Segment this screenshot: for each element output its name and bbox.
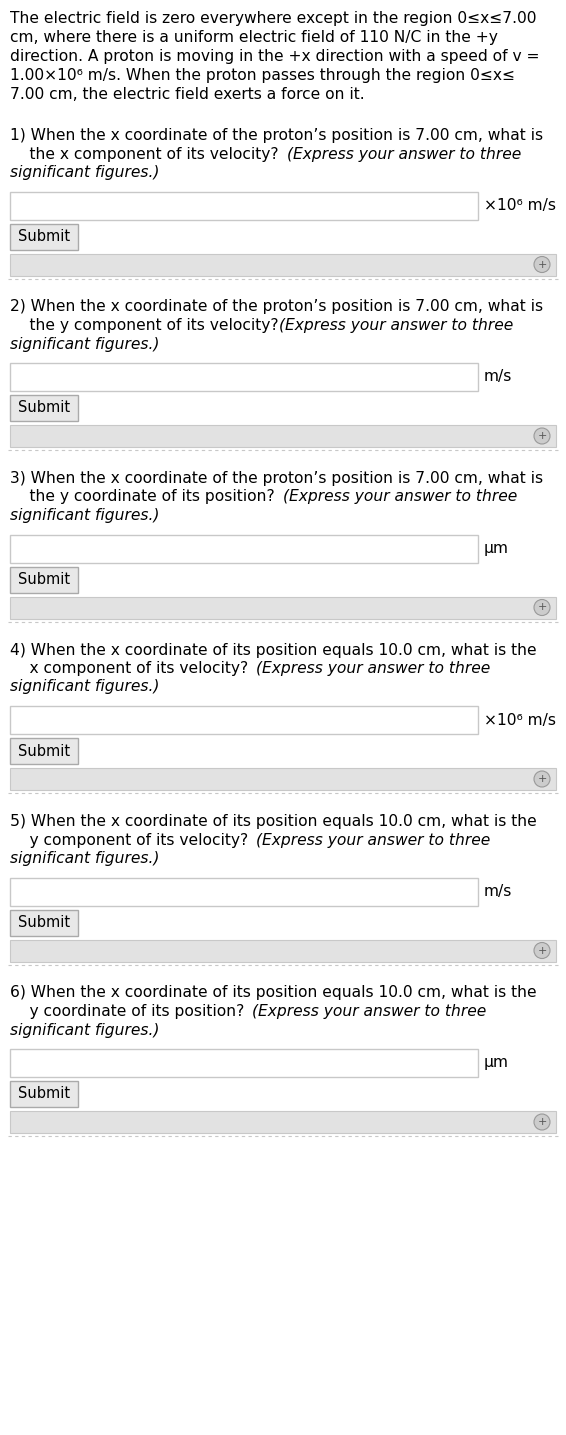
Text: significant figures.): significant figures.) xyxy=(10,851,160,865)
Text: 3) When the x coordinate of the proton’s position is 7.00 cm, what is: 3) When the x coordinate of the proton’s… xyxy=(10,471,543,486)
Text: +: + xyxy=(537,430,547,441)
FancyBboxPatch shape xyxy=(10,1049,478,1078)
Circle shape xyxy=(534,1114,550,1129)
Circle shape xyxy=(534,943,550,959)
Text: significant figures.): significant figures.) xyxy=(10,1023,160,1038)
Circle shape xyxy=(534,600,550,616)
Text: significant figures.): significant figures.) xyxy=(10,680,160,695)
FancyBboxPatch shape xyxy=(10,940,556,961)
FancyBboxPatch shape xyxy=(10,768,556,791)
FancyBboxPatch shape xyxy=(10,395,78,420)
Text: (Express your answer to three: (Express your answer to three xyxy=(286,146,521,162)
FancyBboxPatch shape xyxy=(10,224,78,250)
FancyBboxPatch shape xyxy=(10,1081,78,1106)
Text: +: + xyxy=(537,946,547,956)
Text: 6) When the x coordinate of its position equals 10.0 cm, what is the: 6) When the x coordinate of its position… xyxy=(10,986,537,1000)
Text: m/s: m/s xyxy=(484,884,512,898)
Text: (Express your answer to three: (Express your answer to three xyxy=(283,489,517,505)
Text: 7.00 cm, the electric field exerts a force on it.: 7.00 cm, the electric field exerts a for… xyxy=(10,88,365,102)
Text: 2) When the x coordinate of the proton’s position is 7.00 cm, what is: 2) When the x coordinate of the proton’s… xyxy=(10,300,543,314)
Text: ×10⁶ m/s: ×10⁶ m/s xyxy=(484,198,556,212)
Text: (Express your answer to three: (Express your answer to three xyxy=(256,832,491,848)
Text: significant figures.): significant figures.) xyxy=(10,336,160,352)
Circle shape xyxy=(534,771,550,786)
Text: +: + xyxy=(537,773,547,784)
Text: the y component of its velocity?: the y component of its velocity? xyxy=(10,319,278,333)
Text: +: + xyxy=(537,1116,547,1126)
Text: 4) When the x coordinate of its position equals 10.0 cm, what is the: 4) When the x coordinate of its position… xyxy=(10,643,537,657)
FancyBboxPatch shape xyxy=(10,738,78,763)
Text: (Express your answer to three: (Express your answer to three xyxy=(252,1004,487,1019)
FancyBboxPatch shape xyxy=(10,425,556,446)
Text: Submit: Submit xyxy=(18,573,70,587)
Text: the x component of its velocity?: the x component of its velocity? xyxy=(10,146,286,162)
Text: Submit: Submit xyxy=(18,1086,70,1102)
FancyBboxPatch shape xyxy=(10,567,78,593)
Text: Submit: Submit xyxy=(18,400,70,416)
Text: +: + xyxy=(537,603,547,613)
Text: direction. A proton is moving in the +x direction with a speed of v =: direction. A proton is moving in the +x … xyxy=(10,49,539,65)
Text: Submit: Submit xyxy=(18,916,70,930)
Text: μm: μm xyxy=(484,541,509,555)
Text: Submit: Submit xyxy=(18,743,70,759)
Text: significant figures.): significant figures.) xyxy=(10,165,160,179)
FancyBboxPatch shape xyxy=(10,254,556,276)
FancyBboxPatch shape xyxy=(10,1111,556,1134)
Text: m/s: m/s xyxy=(484,369,512,385)
FancyBboxPatch shape xyxy=(10,877,478,905)
Text: 5) When the x coordinate of its position equals 10.0 cm, what is the: 5) When the x coordinate of its position… xyxy=(10,814,537,829)
FancyBboxPatch shape xyxy=(10,706,478,733)
Text: (Express your answer to three: (Express your answer to three xyxy=(256,662,491,676)
Text: The electric field is zero everywhere except in the region 0≤x≤7.00: The electric field is zero everywhere ex… xyxy=(10,11,537,26)
Circle shape xyxy=(534,257,550,273)
FancyBboxPatch shape xyxy=(10,363,478,390)
Text: y coordinate of its position?: y coordinate of its position? xyxy=(10,1004,252,1019)
Text: the y coordinate of its position?: the y coordinate of its position? xyxy=(10,489,283,505)
Text: 1.00×10⁶ m/s. When the proton passes through the region 0≤x≤: 1.00×10⁶ m/s. When the proton passes thr… xyxy=(10,67,515,83)
Text: Submit: Submit xyxy=(18,230,70,244)
FancyBboxPatch shape xyxy=(10,191,478,220)
FancyBboxPatch shape xyxy=(10,597,556,618)
Text: significant figures.): significant figures.) xyxy=(10,508,160,522)
Text: (Express your answer to three: (Express your answer to three xyxy=(278,319,513,333)
Text: +: + xyxy=(537,260,547,270)
Text: cm, where there is a uniform electric field of 110 N/C in the +y: cm, where there is a uniform electric fi… xyxy=(10,30,498,44)
Text: 1) When the x coordinate of the proton’s position is 7.00 cm, what is: 1) When the x coordinate of the proton’s… xyxy=(10,128,543,144)
Text: y component of its velocity?: y component of its velocity? xyxy=(10,832,256,848)
Circle shape xyxy=(534,428,550,443)
Text: x component of its velocity?: x component of its velocity? xyxy=(10,662,256,676)
Text: μm: μm xyxy=(484,1056,509,1071)
Text: ×10⁶ m/s: ×10⁶ m/s xyxy=(484,713,556,728)
FancyBboxPatch shape xyxy=(10,534,478,563)
FancyBboxPatch shape xyxy=(10,910,78,936)
